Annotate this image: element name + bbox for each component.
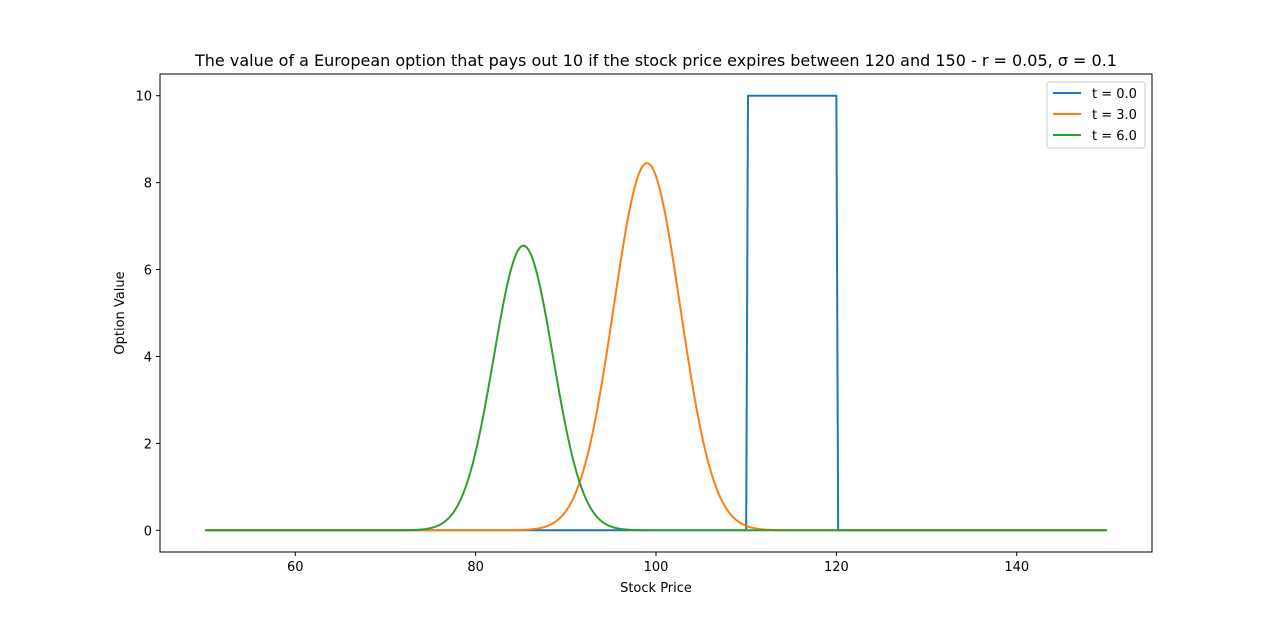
legend-label: t = 3.0: [1092, 108, 1137, 123]
legend: t = 0.0 t = 3.0 t = 6.0: [1046, 81, 1146, 149]
x-tick-label: 140: [1004, 560, 1029, 575]
y-tick-label: 8: [144, 177, 152, 192]
legend-label: t = 6.0: [1092, 129, 1137, 144]
legend-label: t = 0.0: [1092, 87, 1137, 102]
y-tick-label: 6: [144, 264, 152, 279]
chart-title: The value of a European option that pays…: [194, 51, 1117, 70]
y-tick-label: 0: [144, 524, 152, 539]
series-layer: [205, 94, 1107, 532]
x-tick-label: 100: [644, 560, 669, 575]
x-axis-label: Stock Price: [620, 581, 692, 596]
x-axis-ticks: 60 80 100 120 140: [287, 552, 1029, 575]
x-tick-label: 60: [287, 560, 304, 575]
y-tick-label: 2: [144, 437, 152, 452]
x-tick-label: 120: [824, 560, 849, 575]
y-axis-label: Option Value: [113, 271, 128, 354]
series-line-3: [205, 244, 1107, 532]
y-tick-label: 10: [135, 90, 152, 105]
legend-frame: [1046, 81, 1146, 149]
y-axis-ticks: 0 2 4 6 8 10: [135, 90, 160, 539]
x-tick-label: 80: [467, 560, 484, 575]
y-tick-label: 4: [144, 350, 152, 365]
